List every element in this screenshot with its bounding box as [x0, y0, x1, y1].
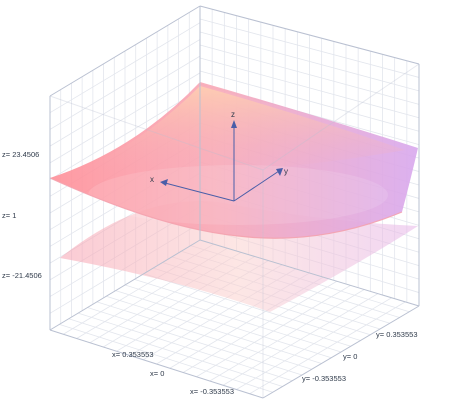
- floor-grid-line: [143, 273, 361, 341]
- axes-triad: [160, 120, 283, 202]
- x-tick-label-2: x= 0: [150, 369, 164, 378]
- x-tick-label-1: x= 0.353553: [112, 350, 154, 359]
- upper-surface-highlight: [70, 86, 405, 175]
- z-tick-label-top: z= 23.4506: [2, 150, 39, 159]
- floor-grid-line: [222, 293, 379, 386]
- upper-surface-bowl: [88, 165, 388, 225]
- z-tick-label-bottom: z= -21.4506: [2, 271, 42, 280]
- z-tick-label-mid: z= 1: [2, 211, 16, 220]
- x-tick-label-3: x= -0.353553: [190, 387, 234, 396]
- x-axis-line: [164, 182, 235, 202]
- x-axis-arrowhead: [160, 179, 168, 186]
- floor-grid-line: [134, 278, 351, 347]
- y-tick-label-2: y= 0: [343, 352, 357, 361]
- floor-grid-line: [249, 301, 406, 395]
- x-axis-label: x: [150, 175, 154, 184]
- z-axis-arrowhead: [231, 120, 237, 128]
- floor-grid-line: [209, 289, 365, 382]
- bounding-box: [49, 5, 420, 399]
- y-axis-line: [233, 170, 280, 202]
- z-axis-label: z: [231, 110, 235, 119]
- y-tick-label-1: y= 0.353553: [376, 330, 418, 339]
- y-axis-arrowhead: [276, 168, 283, 176]
- floor-grid-line: [182, 280, 338, 373]
- surface-front-edge: [49, 177, 403, 239]
- floor-grid-line: [196, 285, 351, 378]
- y-tick-label-3: y= -0.353553: [302, 374, 346, 383]
- y-axis-label: y: [284, 167, 288, 176]
- floor-grid-line: [236, 297, 392, 390]
